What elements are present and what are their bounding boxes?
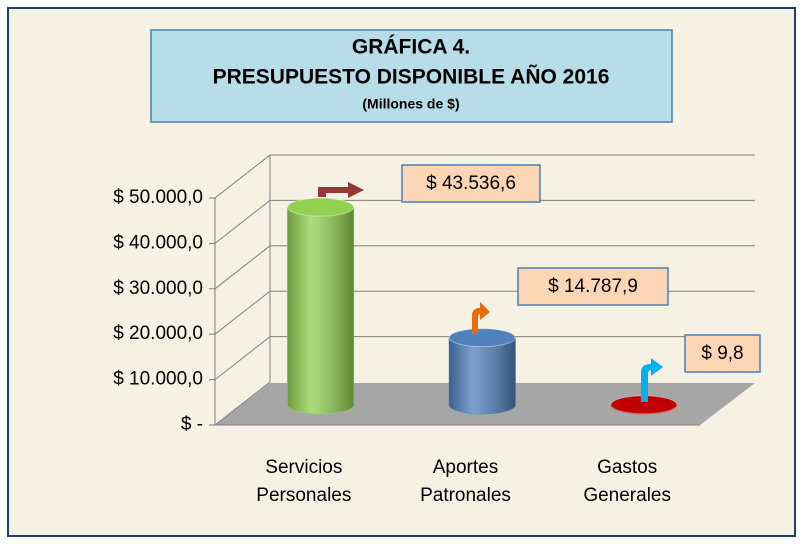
chart-subtitle: (Millones de $) (362, 96, 459, 112)
chart-title: PRESUPUESTO DISPONIBLE AÑO 2016 (213, 66, 610, 89)
grid-line (214, 245, 755, 290)
y-tick-label: $ 10.000,0 (113, 369, 203, 390)
bar-shade (287, 207, 354, 414)
y-tick-label: $ 50.000,0 (113, 187, 203, 208)
x-tick-label: Aportes Patronales (420, 457, 511, 506)
y-tick-label: $ 40.000,0 (113, 232, 203, 253)
x-tick-label: Servicios Personales (256, 457, 351, 506)
y-tick-label: $ 30.000,0 (113, 278, 203, 299)
value-label: $ 14.787,9 (548, 276, 638, 297)
title-box (150, 29, 673, 123)
axis-wall (214, 155, 271, 426)
grid-line (214, 336, 755, 380)
bar (448, 328, 516, 415)
value-label-box (684, 334, 761, 373)
grid-line (214, 199, 755, 244)
x-tick-label: Gastos Generales (583, 457, 671, 506)
value-label-box (517, 267, 669, 306)
bar-top (287, 197, 355, 217)
bar-shade (449, 337, 516, 414)
chart-title: GRÁFICA 4. (352, 36, 470, 59)
value-label: $ 43.536,6 (426, 173, 516, 194)
value-label-box (401, 164, 541, 203)
bar (287, 197, 355, 415)
bar-top (448, 328, 516, 348)
value-label: $ 9,8 (701, 343, 743, 364)
y-tick-label: $ 20.000,0 (113, 323, 203, 344)
y-tick-label: $ - (181, 414, 203, 435)
decorations (318, 182, 663, 402)
grid-line (214, 154, 755, 199)
